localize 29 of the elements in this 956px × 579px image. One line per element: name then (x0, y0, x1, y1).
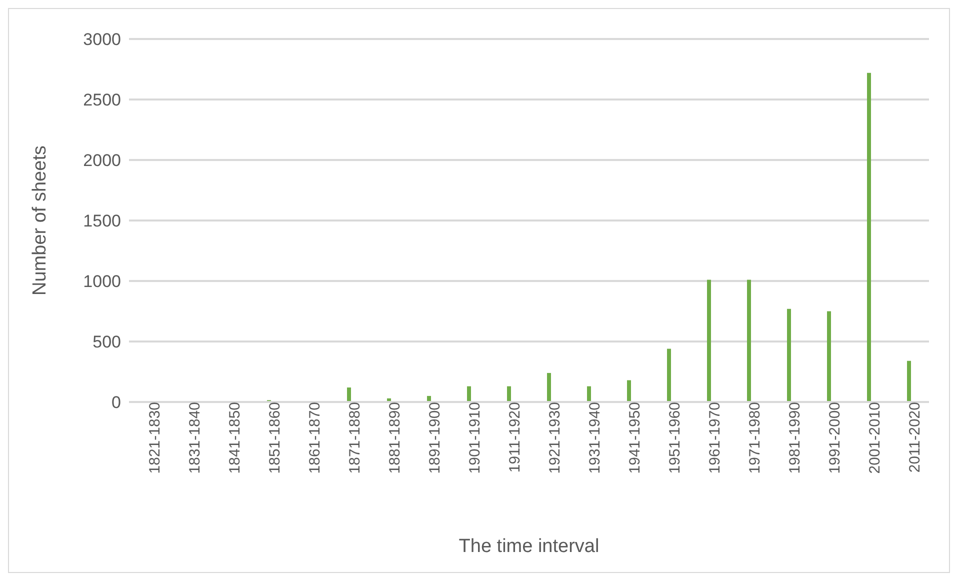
x-tick-label: 1891-1900 (426, 402, 444, 474)
x-tick-label: 1841-1850 (226, 402, 244, 474)
x-axis-title: The time interval (458, 536, 600, 557)
y-tick-label: 1500 (83, 212, 121, 231)
x-tick-label: 1931-1940 (586, 402, 604, 474)
x-tick-label: 1861-1870 (306, 402, 324, 474)
y-tick-label: 2000 (83, 151, 121, 170)
x-tick-label: 1971-1980 (746, 402, 764, 474)
x-tick-label: 2001-2010 (866, 402, 884, 474)
x-tick-label: 1951-1960 (666, 402, 684, 474)
x-tick-label: 1921-1930 (546, 402, 564, 474)
x-tick-label: 1831-1840 (186, 402, 204, 474)
x-tick-label: 1871-1880 (346, 402, 364, 474)
x-tick-label: 1941-1950 (626, 402, 644, 474)
y-tick-label: 1000 (83, 272, 121, 292)
x-tick-label: 1981-1990 (786, 402, 804, 474)
y-axis-title: Number of sheets (30, 146, 51, 296)
x-tick-label: 1961-1970 (706, 402, 724, 474)
y-tick-label: 2500 (83, 90, 121, 110)
y-tick-label: 0 (112, 393, 121, 412)
x-tick-label: 1901-1910 (466, 402, 484, 474)
x-tick-label: 1851-1860 (266, 402, 284, 474)
x-tick-label: 1991-2000 (826, 402, 844, 474)
x-tick-label: 1911-1920 (506, 402, 524, 473)
x-tick-label: 1881-1890 (386, 402, 404, 474)
y-tick-label: 500 (92, 332, 121, 352)
y-tick-label: 3000 (83, 30, 121, 50)
x-tick-label: 1821-1830 (146, 402, 164, 474)
x-tick-label: 2011-2020 (906, 402, 924, 473)
